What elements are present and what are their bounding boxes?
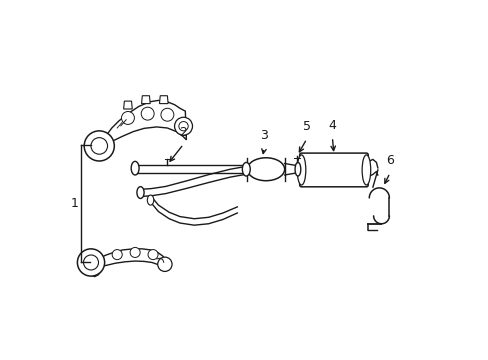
Circle shape bbox=[161, 108, 174, 121]
Text: 4: 4 bbox=[328, 118, 336, 132]
Polygon shape bbox=[142, 96, 150, 104]
Circle shape bbox=[148, 249, 158, 260]
Circle shape bbox=[84, 131, 114, 161]
Circle shape bbox=[83, 255, 98, 270]
Ellipse shape bbox=[137, 186, 144, 198]
Ellipse shape bbox=[147, 195, 153, 205]
Circle shape bbox=[112, 249, 122, 260]
Circle shape bbox=[130, 247, 140, 257]
Ellipse shape bbox=[242, 162, 250, 176]
Text: 2: 2 bbox=[179, 126, 187, 139]
Ellipse shape bbox=[247, 158, 284, 181]
Polygon shape bbox=[123, 101, 132, 109]
Circle shape bbox=[158, 257, 172, 271]
Ellipse shape bbox=[131, 161, 139, 175]
Polygon shape bbox=[99, 249, 165, 270]
Ellipse shape bbox=[294, 162, 300, 176]
Circle shape bbox=[141, 107, 154, 120]
Ellipse shape bbox=[362, 155, 370, 185]
Text: 6: 6 bbox=[386, 154, 393, 167]
Text: 1: 1 bbox=[70, 197, 78, 210]
Polygon shape bbox=[92, 268, 101, 277]
Polygon shape bbox=[106, 100, 186, 144]
FancyBboxPatch shape bbox=[299, 153, 367, 187]
Text: 5: 5 bbox=[302, 120, 310, 134]
Circle shape bbox=[91, 138, 107, 154]
Circle shape bbox=[174, 117, 192, 135]
Text: 3: 3 bbox=[260, 129, 267, 142]
Circle shape bbox=[179, 122, 188, 131]
Polygon shape bbox=[159, 96, 168, 104]
Circle shape bbox=[77, 249, 104, 276]
Circle shape bbox=[121, 112, 134, 125]
Ellipse shape bbox=[297, 155, 305, 185]
